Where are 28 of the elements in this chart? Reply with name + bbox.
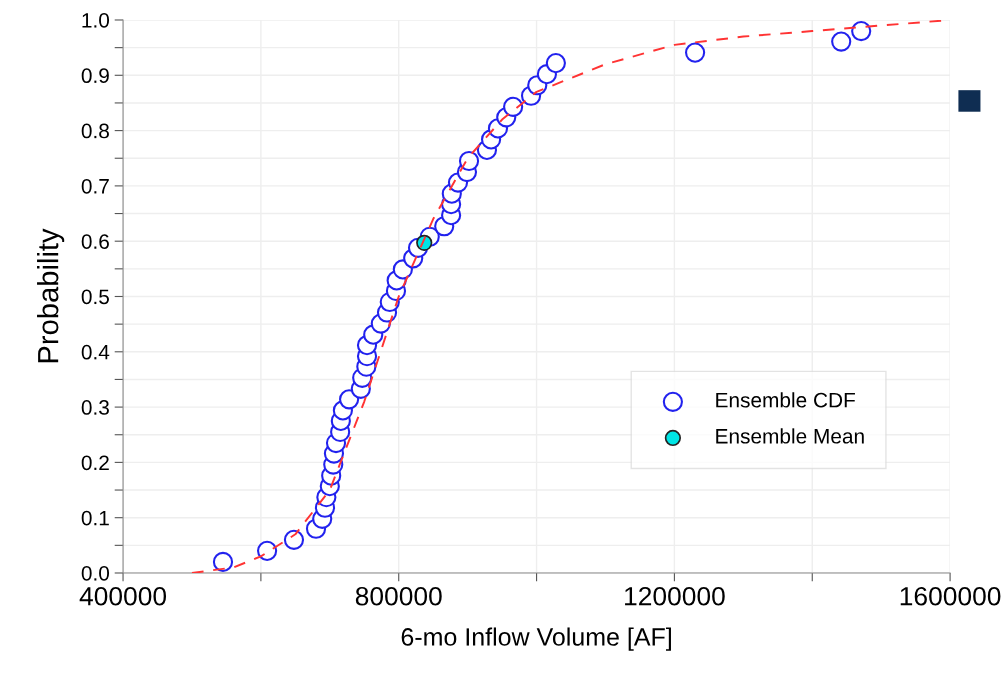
legend-label: Ensemble CDF (716, 392, 855, 408)
y-tick-label: 0.8 (81, 123, 109, 139)
y-tick-label: 0.2 (81, 455, 109, 471)
point (684, 42, 706, 63)
point (503, 96, 524, 117)
y-tick-label: 0.5 (81, 289, 109, 305)
y-tick-label: 0.1 (81, 510, 109, 526)
y-tick-label: 1.0 (82, 12, 110, 28)
point (458, 150, 480, 172)
x-tick-label: 800000 (355, 586, 442, 606)
point (545, 53, 566, 74)
point (212, 551, 234, 573)
legend-label: Ensemble Mean (716, 428, 864, 444)
x-tick-label: 400000 (79, 586, 167, 606)
point (257, 540, 278, 561)
point (851, 20, 872, 42)
y-axis-title: Probability (37, 228, 65, 363)
y-tick-label: 0.4 (81, 344, 110, 360)
y-tick-label: 0.9 (81, 68, 109, 84)
y-tick-label: 0.6 (81, 234, 109, 249)
x-tick-label: 1200000 (625, 586, 725, 606)
x-axis-title: 6-mo Inflow Volume [AF] (401, 627, 671, 651)
y-tick-label: 0.0 (81, 565, 110, 581)
point (283, 529, 305, 550)
y-tick-label: 0.3 (81, 400, 109, 415)
x-tick-label: 1600000 (900, 586, 1001, 606)
y-tick-label: 0.7 (81, 178, 109, 194)
point (831, 31, 852, 52)
